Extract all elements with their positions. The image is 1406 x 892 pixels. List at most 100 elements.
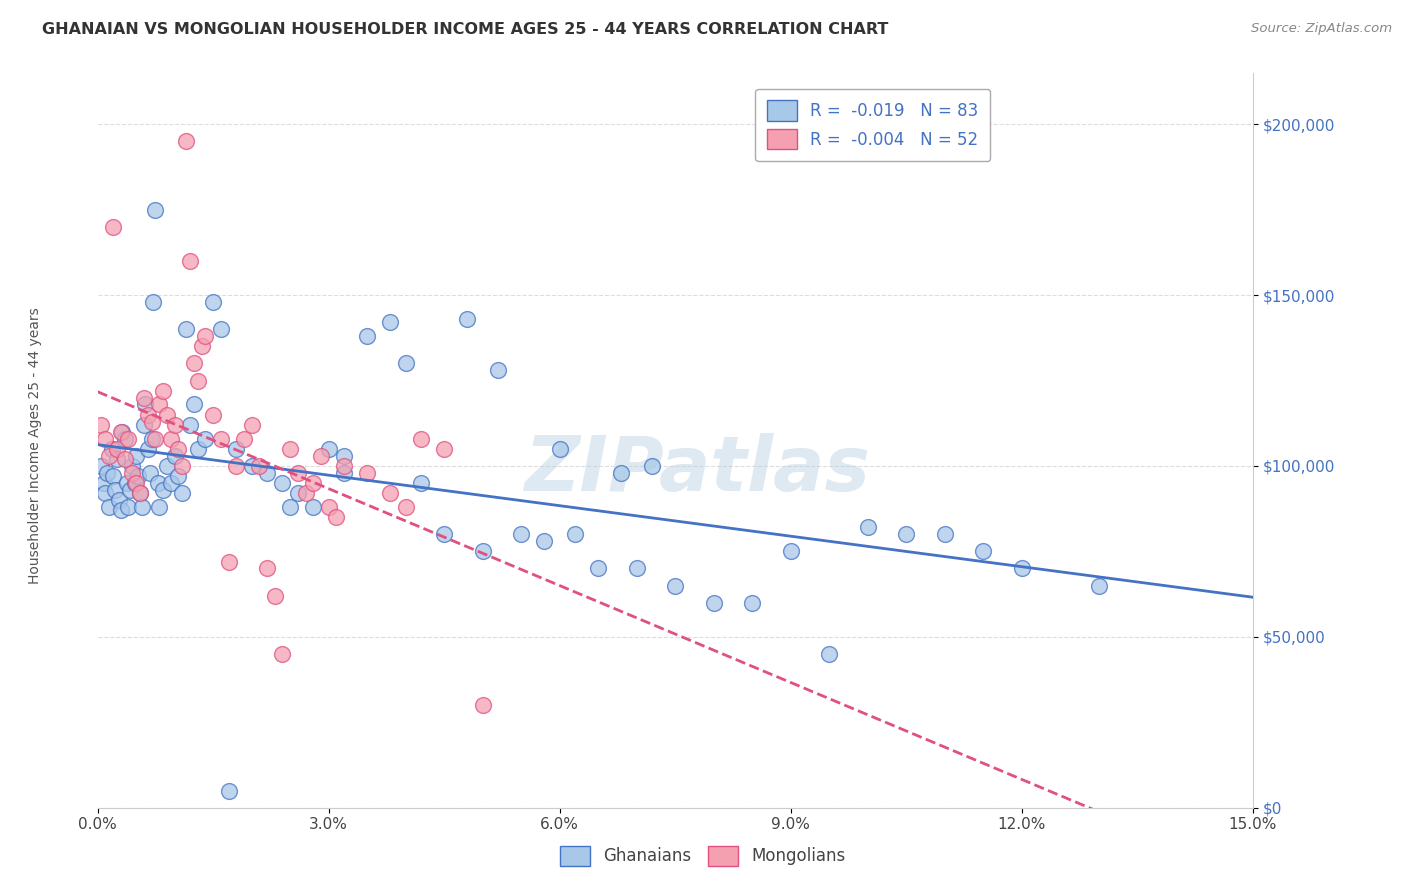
Point bbox=[110, 503, 132, 517]
Text: Source: ZipAtlas.com: Source: ZipAtlas.com bbox=[1251, 22, 1392, 36]
Point bbox=[145, 202, 167, 217]
Point bbox=[148, 397, 170, 411]
Point bbox=[818, 647, 841, 661]
Point bbox=[486, 363, 509, 377]
Point bbox=[934, 527, 956, 541]
Point bbox=[105, 452, 128, 467]
Point bbox=[395, 500, 418, 514]
Point bbox=[117, 500, 139, 514]
Point bbox=[256, 561, 278, 575]
Point bbox=[90, 458, 112, 473]
Point bbox=[172, 458, 194, 473]
Point bbox=[1011, 561, 1033, 575]
Point bbox=[115, 476, 138, 491]
Point bbox=[194, 329, 217, 343]
Point bbox=[190, 339, 212, 353]
Point bbox=[380, 486, 402, 500]
Point bbox=[664, 578, 686, 592]
Point bbox=[294, 486, 316, 500]
Point bbox=[152, 483, 174, 497]
Point bbox=[240, 458, 263, 473]
Point bbox=[209, 322, 232, 336]
Point bbox=[121, 458, 143, 473]
Text: ZIPatlas: ZIPatlas bbox=[526, 433, 872, 507]
Point bbox=[132, 417, 155, 432]
Point bbox=[124, 476, 146, 491]
Point bbox=[111, 425, 134, 439]
Point bbox=[409, 432, 432, 446]
Point bbox=[90, 417, 112, 432]
Point bbox=[548, 442, 571, 456]
Point bbox=[225, 442, 247, 456]
Point bbox=[287, 466, 309, 480]
Point bbox=[271, 647, 294, 661]
Point bbox=[610, 466, 633, 480]
Point bbox=[93, 476, 115, 491]
Point bbox=[471, 544, 494, 558]
Point bbox=[129, 486, 152, 500]
Point bbox=[263, 589, 285, 603]
Point bbox=[136, 442, 159, 456]
Point bbox=[456, 312, 478, 326]
Point bbox=[333, 458, 356, 473]
Point bbox=[125, 476, 148, 491]
Point bbox=[471, 698, 494, 713]
Point bbox=[183, 356, 205, 370]
Point bbox=[247, 458, 270, 473]
Point bbox=[172, 486, 194, 500]
Point bbox=[179, 417, 201, 432]
Point bbox=[114, 432, 136, 446]
Point bbox=[356, 466, 378, 480]
Point bbox=[125, 449, 148, 463]
Point bbox=[100, 442, 122, 456]
Point bbox=[148, 500, 170, 514]
Point bbox=[98, 500, 121, 514]
Point bbox=[179, 254, 201, 268]
Point bbox=[209, 432, 232, 446]
Point bbox=[302, 476, 325, 491]
Point bbox=[564, 527, 586, 541]
Point bbox=[156, 408, 179, 422]
Legend: R =  -0.019   N = 83, R =  -0.004   N = 52: R = -0.019 N = 83, R = -0.004 N = 52 bbox=[755, 88, 990, 161]
Point bbox=[167, 469, 190, 483]
Point bbox=[218, 555, 240, 569]
Point bbox=[114, 452, 136, 467]
Point bbox=[167, 442, 190, 456]
Point bbox=[174, 134, 197, 148]
Point bbox=[101, 219, 124, 234]
Point bbox=[163, 449, 186, 463]
Point bbox=[233, 432, 256, 446]
Point bbox=[741, 596, 763, 610]
Point bbox=[129, 486, 152, 500]
Text: GHANAIAN VS MONGOLIAN HOUSEHOLDER INCOME AGES 25 - 44 YEARS CORRELATION CHART: GHANAIAN VS MONGOLIAN HOUSEHOLDER INCOME… bbox=[42, 22, 889, 37]
Point bbox=[779, 544, 801, 558]
Point bbox=[533, 534, 555, 549]
Point bbox=[98, 449, 121, 463]
Point bbox=[146, 476, 169, 491]
Point bbox=[110, 425, 132, 439]
Point bbox=[271, 476, 294, 491]
Point bbox=[101, 469, 124, 483]
Point bbox=[703, 596, 725, 610]
Point bbox=[94, 486, 117, 500]
Point bbox=[141, 432, 163, 446]
Point bbox=[174, 322, 197, 336]
Point bbox=[105, 442, 128, 456]
Point bbox=[318, 442, 340, 456]
Point bbox=[356, 329, 378, 343]
Point bbox=[163, 417, 186, 432]
Point bbox=[117, 432, 139, 446]
Point bbox=[240, 417, 263, 432]
Legend: Ghanaians, Mongolians: Ghanaians, Mongolians bbox=[547, 832, 859, 880]
Point bbox=[136, 408, 159, 422]
Point bbox=[139, 466, 162, 480]
Point bbox=[187, 374, 209, 388]
Point bbox=[278, 442, 301, 456]
Point bbox=[202, 294, 225, 309]
Point bbox=[152, 384, 174, 398]
Point bbox=[409, 476, 432, 491]
Point bbox=[132, 391, 155, 405]
Point bbox=[194, 432, 217, 446]
Point bbox=[309, 449, 332, 463]
Point bbox=[103, 483, 125, 497]
